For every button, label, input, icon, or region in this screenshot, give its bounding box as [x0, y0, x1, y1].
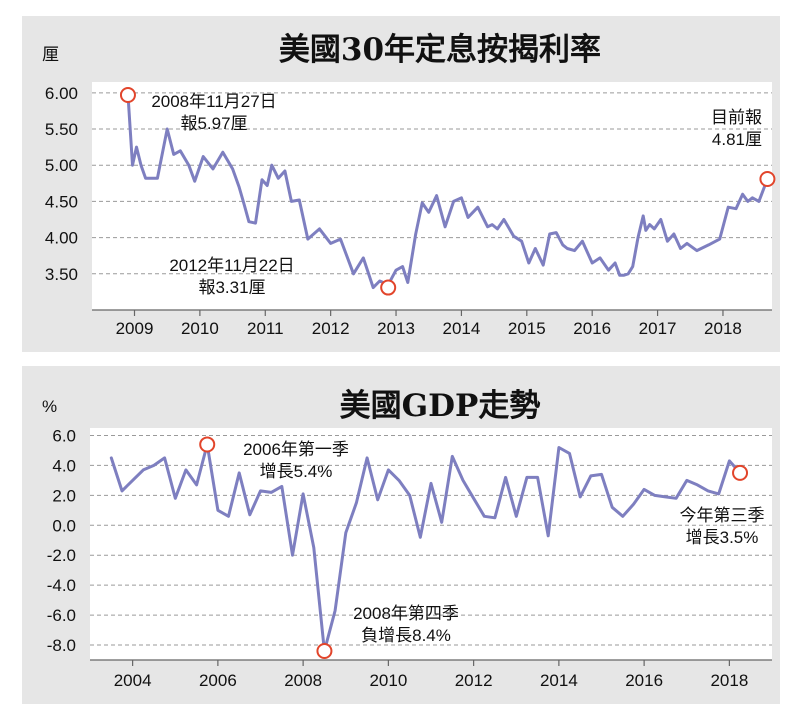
chart2-y-tick-label: -4.0 [47, 576, 76, 595]
chart1-x-tick-label: 2016 [573, 319, 611, 338]
chart1-y-tick-label: 4.50 [45, 192, 78, 211]
chart2-annotation-line: 2008年第四季 [353, 604, 459, 623]
chart2-annotation-line: 今年第三季 [680, 506, 765, 525]
chart2-y-tick-label: -2.0 [47, 546, 76, 565]
chart2-y-tick-label: 2.0 [52, 486, 76, 505]
chart2-x-tick-label: 2010 [369, 671, 407, 690]
chart1-x-tick-label: 2017 [639, 319, 677, 338]
chart1-x-tick-label: 2009 [116, 319, 154, 338]
chart2-x-tick-label: 2006 [199, 671, 237, 690]
chart2-annotation-text: 2006年第一季增長5.4% [243, 440, 349, 481]
chart1-annotation-line: 報3.31厘 [198, 278, 265, 297]
chart1-annotation-text: 2012年11月22日報3.31厘 [169, 256, 294, 297]
chart1-y-tick-label: 4.00 [45, 229, 78, 248]
chart1-annotation-marker [119, 87, 136, 104]
chart1-title: 美國30年定息按揭利率 [279, 32, 601, 68]
chart1-y-tick-label: 5.00 [45, 156, 78, 175]
chart2-x-tick-label: 2008 [284, 671, 322, 690]
chart2-annotation-text: 今年第三季增長3.5% [680, 506, 765, 547]
chart1-x-tick-label: 2015 [508, 319, 546, 338]
chart2-y-tick-label: 0.0 [52, 516, 76, 535]
chart2-x-tick-label: 2016 [625, 671, 663, 690]
chart2-unit-label: % [42, 397, 57, 416]
chart2-x-tick-label: 2014 [540, 671, 578, 690]
chart1-plot-area [92, 82, 772, 310]
chart1-x-tick-label: 2012 [312, 319, 350, 338]
chart2-annotation-text: 2008年第四季負增長8.4% [353, 604, 459, 645]
chart1-annotation-line: 2012年11月22日 [169, 256, 294, 275]
chart1-x-tick-label: 2013 [377, 319, 415, 338]
chart1-annotation-text: 2008年11月27日報5.97厘 [151, 92, 276, 133]
chart1-unit-label: 厘 [42, 45, 59, 64]
chart1-annotation-line: 報5.97厘 [180, 114, 247, 133]
chart1-annotation-marker [759, 170, 776, 187]
chart1-series-line [126, 93, 769, 290]
chart2-annotation-line: 負增長8.4% [361, 626, 451, 645]
chart2-y-tick-label: 6.0 [52, 426, 76, 445]
chart1-annotation-line: 目前報 [711, 108, 762, 127]
chart2-annotation-line: 增長5.4% [260, 462, 333, 481]
chart2-annotation-line: 2006年第一季 [243, 440, 349, 459]
chart2-annotation-line: 增長3.5% [686, 528, 759, 547]
chart2-y-tick-label: -8.0 [47, 636, 76, 655]
chart2-x-tick-label: 2004 [114, 671, 152, 690]
chart1-y-tick-label: 3.50 [45, 265, 78, 284]
chart1-x-tick-label: 2014 [443, 319, 481, 338]
chart1-annotation-line: 2008年11月27日 [151, 92, 276, 111]
chart2-annotation-marker [199, 436, 216, 453]
chart2-y-tick-label: -6.0 [47, 606, 76, 625]
chart1-x-tick-label: 2010 [181, 319, 219, 338]
chart2-x-tick-label: 2012 [455, 671, 493, 690]
chart2-x-tick-label: 2018 [710, 671, 748, 690]
chart2-plot-area [90, 428, 772, 660]
chart2-title: 美國GDP走勢 [340, 388, 541, 424]
chart1-annotation-line: 4.81厘 [712, 130, 762, 149]
chart1-annotation-marker [380, 279, 397, 296]
chart2-annotation-marker [732, 464, 749, 481]
chart1-x-tick-label: 2018 [704, 319, 742, 338]
chart1-y-tick-label: 5.50 [45, 120, 78, 139]
chart2-y-tick-label: 4.0 [52, 456, 76, 475]
chart2-annotation-marker [316, 643, 333, 660]
chart2-series-line [109, 443, 742, 653]
chart1-annotation-text: 目前報 4.81厘 [711, 108, 762, 149]
chart1-x-tick-label: 2011 [247, 319, 284, 338]
chart1-y-tick-label: 6.00 [45, 84, 78, 103]
